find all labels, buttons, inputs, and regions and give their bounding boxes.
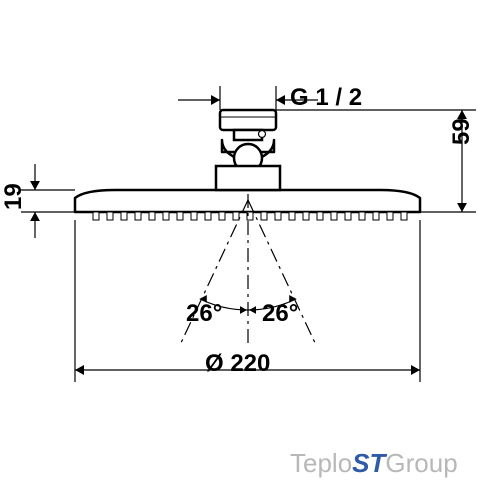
label-height19: 19 (0, 183, 28, 210)
label-thread: G 1 / 2 (290, 84, 362, 112)
label-height59: 59 (448, 118, 476, 145)
label-diameter: Ø 220 (205, 350, 270, 378)
wm-prefix: Teplo (290, 448, 352, 478)
label-angle-r: 26° (262, 300, 298, 328)
wm-suffix: Group (385, 448, 457, 478)
label-angle-l: 26° (186, 300, 222, 328)
technical-drawing (0, 0, 500, 500)
wm-mid: ST (352, 448, 385, 478)
watermark: TeploSTGroup (290, 448, 458, 479)
